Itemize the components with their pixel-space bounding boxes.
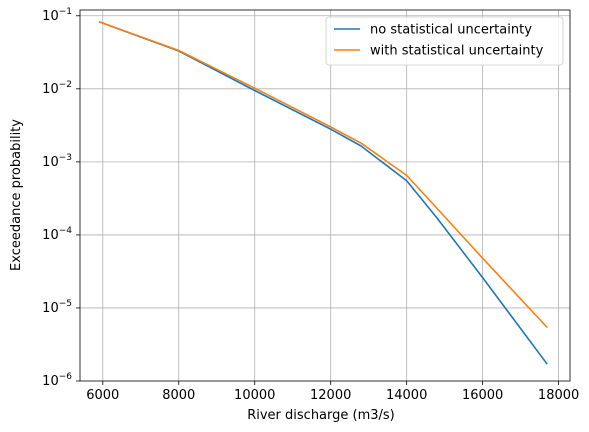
x-tick-label: 14000 [386, 388, 427, 403]
x-tick-label: 18000 [538, 388, 579, 403]
legend-label-2: with statistical uncertainty [370, 44, 544, 59]
x-tick-label: 10000 [234, 388, 275, 403]
y-tick-exponent: −5 [59, 299, 72, 309]
y-tick-exponent: −2 [59, 80, 72, 90]
y-tick-base: 10 [42, 9, 59, 24]
series-line-1 [98, 20, 548, 365]
y-tick-label: 10−3 [42, 153, 72, 170]
y-tick-exponent: −3 [59, 153, 72, 163]
y-tick-base: 10 [42, 301, 59, 316]
y-tick-label: 10−5 [42, 299, 72, 316]
y-tick-exponent: −1 [59, 7, 72, 17]
y-tick-base: 10 [42, 82, 59, 97]
y-tick-label: 10−1 [42, 7, 72, 24]
x-axis-label: River discharge (m3/s) [247, 408, 395, 423]
y-tick-label: 10−2 [42, 80, 72, 97]
legend-label-1: no statistical uncertainty [370, 23, 532, 38]
x-tick-label: 12000 [310, 388, 351, 403]
series-layer [98, 20, 548, 365]
y-tick-base: 10 [42, 228, 59, 243]
y-tick-exponent: −4 [59, 226, 73, 236]
y-axis-label: Exceedance probability [9, 119, 24, 271]
series-line-2 [98, 20, 548, 329]
legend: no statistical uncertainty with statistic… [325, 16, 564, 66]
x-tick-label: 8000 [162, 388, 195, 403]
plot-frame [79, 9, 571, 382]
tick-layer: 6000 8000 10000 12000 14000 16000 1800010−610−… [42, 7, 579, 403]
y-tick-base: 10 [42, 155, 59, 170]
grid-layer [80, 10, 570, 381]
y-tick-base: 10 [42, 374, 59, 389]
legend-box [325, 16, 564, 66]
y-tick-label: 10−4 [42, 226, 72, 243]
y-tick-label: 10−6 [42, 372, 72, 389]
x-tick-label: 6000 [86, 388, 119, 403]
y-tick-exponent: −6 [59, 372, 73, 382]
x-tick-label: 16000 [462, 388, 503, 403]
